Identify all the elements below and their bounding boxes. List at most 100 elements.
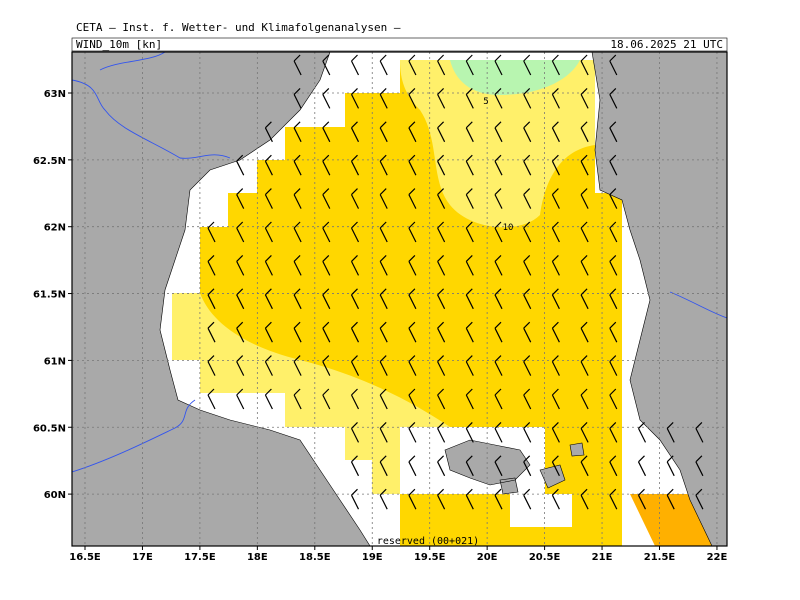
- wind-barb: [609, 421, 618, 443]
- wind-field-0-5: [450, 60, 580, 95]
- wind-barb: [437, 388, 446, 410]
- wind-barb: [379, 254, 388, 276]
- wind-barb: [666, 455, 675, 477]
- wind-barb: [437, 121, 446, 143]
- wind-barb: [609, 121, 618, 143]
- x-tick-label: 21E: [592, 552, 613, 563]
- land-sweden: [72, 52, 371, 546]
- wind-barb: [379, 288, 388, 310]
- wind-barb: [494, 54, 503, 76]
- wind-barb: [523, 154, 532, 176]
- wind-barb: [293, 87, 302, 109]
- wind-barb: [236, 288, 245, 310]
- wind-barb: [408, 154, 417, 176]
- wind-barb: [293, 355, 302, 376]
- wind-barb: [494, 421, 503, 443]
- x-tick-label: 18.5E: [299, 552, 331, 563]
- wind-barb: [437, 87, 446, 109]
- wind-barb: [322, 355, 331, 376]
- wind-barb: [322, 321, 331, 343]
- wind-barb: [609, 188, 618, 209]
- wind-barb: [322, 54, 331, 76]
- wind-barb: [465, 455, 474, 477]
- wind-barb: [437, 54, 446, 76]
- wind-barb: [408, 254, 417, 276]
- wind-barb: [379, 455, 388, 477]
- map-area: [72, 52, 727, 546]
- wind-barb: [523, 188, 532, 209]
- wind-barb: [379, 154, 388, 176]
- wind-barb: [437, 254, 446, 276]
- wind-barb: [408, 421, 417, 443]
- wind-barb: [465, 54, 474, 76]
- wind-barb: [523, 421, 532, 443]
- wind-barb: [580, 87, 589, 109]
- wind-barb: [264, 355, 273, 376]
- wind-barb: [580, 288, 589, 310]
- wind-barb: [494, 221, 503, 243]
- wind-barb: [465, 121, 474, 143]
- wind-barb: [551, 488, 560, 510]
- wind-barb: [236, 254, 245, 276]
- wind-barb: [523, 455, 532, 477]
- wind-barb: [350, 388, 360, 410]
- wind-barb: [408, 87, 417, 109]
- contour-label: 10: [503, 223, 514, 233]
- border: [72, 52, 727, 473]
- wind-barb: [695, 455, 704, 477]
- footer: reserved (00+021): [377, 536, 479, 547]
- wind-barb: [236, 188, 245, 209]
- wind-barb: [322, 288, 331, 310]
- wind-barb: [580, 321, 589, 343]
- wind-barb: [580, 254, 589, 276]
- wind-barb: [494, 488, 503, 510]
- parameter: WIND_10m [kn]: [76, 38, 162, 51]
- wind-barb: [350, 254, 360, 276]
- wind-barb: [350, 288, 360, 310]
- wind-barb: [580, 355, 589, 376]
- wind-barb: [264, 388, 273, 410]
- wind-barb: [609, 154, 618, 176]
- wind-barb: [609, 388, 618, 410]
- y-tick-label: 61N: [44, 356, 66, 367]
- wind-barb: [609, 288, 618, 310]
- wind-field-5-10: [400, 60, 595, 228]
- wind-barb: [293, 388, 302, 410]
- wind-barb: [494, 87, 503, 109]
- wind-barb: [551, 54, 560, 76]
- wind-barb: [494, 254, 503, 276]
- wind-barb: [437, 288, 446, 310]
- wind-barb: [264, 188, 273, 209]
- wind-barb: [207, 254, 216, 276]
- wind-barb: [465, 288, 474, 310]
- wind-barb: [551, 288, 560, 310]
- wind-barb: [379, 54, 388, 76]
- wind-barb: [580, 154, 589, 176]
- wind-barb: [350, 321, 360, 343]
- wind-barb: [379, 355, 388, 376]
- wind-barb: [408, 288, 417, 310]
- x-tick-label: 19E: [362, 552, 383, 563]
- wind-barb: [523, 87, 532, 109]
- wind-barb: [350, 221, 360, 243]
- wind-barb: [609, 254, 618, 276]
- wind-barb: [379, 321, 388, 343]
- wind-barb: [322, 254, 331, 276]
- wind-barb: [408, 221, 417, 243]
- wind-barb: [350, 455, 360, 477]
- wind-barb: [494, 121, 503, 143]
- wind-barb: [494, 388, 503, 410]
- wind-barb: [551, 421, 560, 443]
- wind-barb: [350, 121, 360, 143]
- x-tick-label: 21.5E: [644, 552, 676, 563]
- map-frame: [71, 51, 728, 547]
- contour-label: 5: [483, 97, 488, 107]
- wind-barb: [236, 221, 245, 243]
- wind-barb: [523, 54, 532, 76]
- wind-barb: [350, 421, 360, 443]
- wind-barb: [293, 221, 302, 243]
- wind-barb: [437, 455, 446, 477]
- wind-barb: [236, 388, 245, 410]
- wind-barb: [465, 221, 474, 243]
